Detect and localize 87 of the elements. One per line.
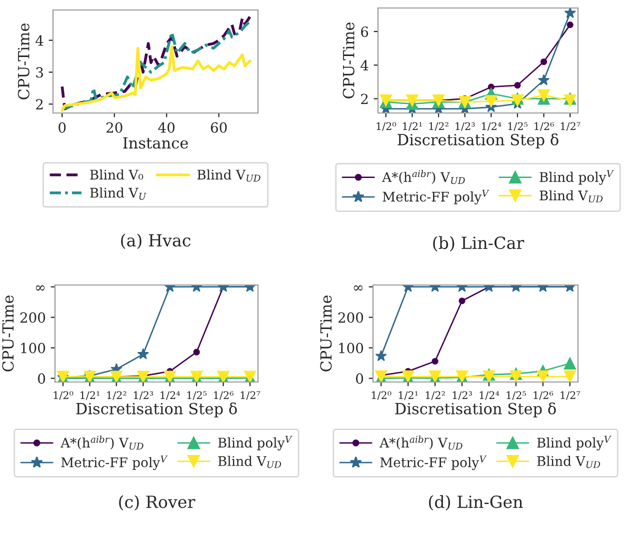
x-tick-label: 1/2² — [429, 122, 448, 131]
point — [566, 22, 574, 28]
x-tick-label: 1/2⁶ — [534, 391, 554, 400]
point — [564, 370, 576, 382]
x-tick-label: 1/2⁵ — [506, 391, 526, 400]
legend-label: Blind V$_{U}$ — [90, 188, 146, 200]
y-tick-label: 200 — [338, 312, 364, 323]
point — [375, 350, 387, 362]
legend-label: Metric-FF poly$^{V}$ — [61, 456, 168, 470]
y-tick-label: ∞ — [36, 285, 44, 291]
legend-label: Blind V₀ — [90, 169, 144, 180]
legend-label: Blind poly$^{V}$ — [537, 436, 612, 450]
y-tick-label: 0 — [356, 373, 364, 384]
legend-label: Blind poly$^{V}$ — [540, 170, 614, 185]
legend-label: Blind V$_{UD}$ — [537, 456, 600, 468]
x-tick-label: 1/2⁰ — [376, 122, 396, 131]
point — [137, 348, 149, 360]
x-tick-label: 1/2⁰ — [54, 391, 74, 400]
point — [485, 95, 498, 108]
y-tick-label: 100 — [339, 342, 364, 354]
x-tick-label: 1/2⁴ — [480, 391, 500, 400]
text: (d) Lin-Gen — [428, 495, 523, 510]
x-tick-label: 1/2³ — [452, 391, 472, 400]
y-tick-label: 0 — [38, 373, 46, 384]
x-axis-title: Discretisation Step δ — [395, 402, 556, 418]
y-axis-title: CPU-Time — [2, 296, 14, 372]
y-axis-title: CPU-Time — [18, 24, 30, 100]
legend-label: Metric-FF poly$^{V}$ — [380, 456, 487, 470]
x-tick-label: 1/2³ — [134, 391, 154, 400]
y-tick-label: ∞ — [354, 285, 362, 291]
x-tick-label: 1/2¹ — [398, 391, 418, 400]
point — [406, 94, 418, 106]
legend-label: Blind V$_{UD}$ — [197, 169, 260, 182]
x-tick-label: 1/2⁵ — [508, 122, 528, 131]
x-tick-label: 1/2⁶ — [214, 391, 234, 400]
x-tick-label: 0 — [58, 122, 66, 133]
line-series — [60, 45, 252, 112]
x-axis-title: Discretisation Step δ — [76, 402, 237, 418]
x-axis-title: Discretisation Step δ — [398, 134, 558, 148]
point — [564, 357, 576, 370]
y-tick-label: 100 — [21, 342, 46, 354]
point — [193, 348, 200, 356]
point — [510, 370, 522, 382]
x-tick-label: 1/2⁷ — [560, 391, 580, 400]
y-tick-label: 4 — [36, 35, 44, 46]
y-tick-label: 2 — [361, 94, 368, 104]
legend-label: Blind poly$^{V}$ — [218, 436, 292, 450]
x-axis-title: Instance — [123, 137, 188, 149]
point — [538, 89, 550, 102]
point — [514, 82, 521, 89]
x-tick-label: 1/2⁴ — [160, 391, 180, 400]
y-tick-label: 6 — [361, 26, 368, 37]
x-tick-label: 1/2³ — [456, 122, 475, 131]
y-axis-title: CPU-Time — [342, 22, 354, 98]
x-tick-label: 1/2⁶ — [534, 122, 554, 131]
x-tick-label: 60 — [210, 122, 227, 133]
point — [432, 358, 438, 365]
point — [564, 8, 576, 18]
y-tick-label: 200 — [20, 312, 46, 323]
x-tick-label: 1/2² — [107, 391, 126, 400]
legend-label: A*(h$^{aibr}$) V$_{UD}$ — [380, 436, 462, 450]
text: (b) Lin-Car — [433, 236, 524, 252]
y-tick-label: 3 — [36, 67, 43, 78]
legend-label: A*(h$^{aibr}$) V$_{UD}$ — [60, 436, 144, 450]
x-tick-label: 1/2⁴ — [482, 122, 502, 131]
x-tick-label: 1/2⁷ — [560, 122, 580, 131]
y-tick-label: 2 — [36, 99, 43, 110]
y-axis-title: CPU-Time — [320, 296, 332, 372]
x-tick-label: 1/2² — [426, 391, 445, 400]
text: (c) Rover — [119, 495, 196, 510]
point — [540, 58, 548, 66]
legend-label: Blind V$_{UD}$ — [218, 456, 282, 468]
point — [538, 74, 550, 86]
legend-label: Metric-FF poly$^{V}$ — [382, 190, 490, 204]
y-tick-label: 4 — [360, 60, 368, 70]
legend-label: A*(h$^{aibr}$) V$_{UD}$ — [382, 170, 465, 184]
text: (a) Hvac — [121, 234, 190, 249]
x-tick-label: 1/2¹ — [80, 391, 100, 400]
x-tick-label: 40 — [158, 122, 175, 133]
x-tick-label: 20 — [106, 122, 122, 133]
x-tick-label: 1/2⁵ — [187, 391, 207, 400]
x-tick-label: 1/2⁰ — [372, 391, 392, 400]
point — [536, 370, 550, 382]
legend-label: Blind V$_{UD}$ — [540, 190, 603, 202]
point — [458, 298, 466, 304]
x-tick-label: 1/2⁷ — [240, 391, 260, 400]
x-tick-label: 1/2¹ — [403, 122, 422, 131]
